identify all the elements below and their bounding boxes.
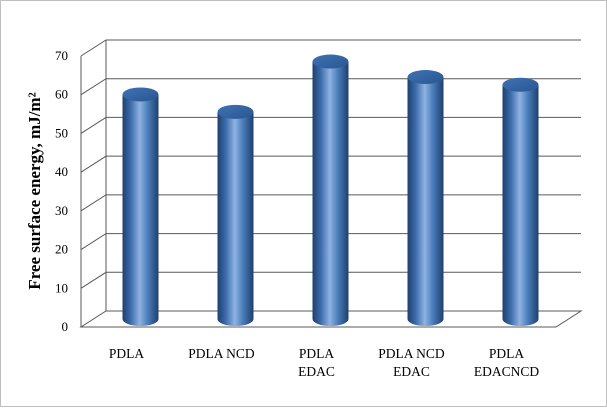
y-axis-label: Free surface energy, mJ/m²: [25, 92, 44, 289]
y-tick-label: 50: [55, 125, 68, 140]
x-tick-label: PDLA NCD: [378, 346, 445, 361]
x-tick-label: PDLA NCD: [188, 346, 255, 361]
y-tick-label: 0: [62, 319, 69, 334]
y-tick-label: 70: [55, 48, 68, 63]
bar: [122, 87, 159, 326]
y-tick-label: 30: [55, 203, 68, 218]
bar-top: [122, 87, 159, 102]
bar-top: [502, 77, 539, 92]
labels-layer: 0 10 20 30 40 50 60 70 PDLA PDLA NCD PDLA EDAC PDLA …: [55, 48, 539, 379]
bar: [407, 70, 444, 327]
bar: [502, 77, 539, 327]
x-tick-label: PDLA: [489, 346, 525, 361]
bar-body: [407, 77, 444, 327]
y-tick-label: 10: [55, 280, 68, 295]
x-tick-label: EDAC: [393, 364, 430, 379]
bar-body: [122, 94, 159, 326]
x-tick-label: EDACNCD: [474, 364, 540, 379]
bar-body: [312, 61, 349, 327]
bar-top: [217, 104, 254, 119]
bar-body: [502, 84, 539, 327]
x-tick-label: EDAC: [298, 364, 335, 379]
y-tick-label: 40: [55, 164, 68, 179]
bar-body: [217, 111, 254, 326]
x-tick-label: PDLA: [109, 346, 145, 361]
bar-top: [407, 70, 444, 85]
y-tick-label: 20: [55, 242, 68, 257]
bar: [217, 104, 254, 326]
bar-top: [312, 54, 349, 69]
y-tick-label: 60: [55, 87, 68, 102]
x-tick-label: PDLA: [299, 346, 335, 361]
gridline: [80, 39, 581, 57]
bars-layer: [122, 54, 539, 327]
bar: [312, 54, 349, 327]
